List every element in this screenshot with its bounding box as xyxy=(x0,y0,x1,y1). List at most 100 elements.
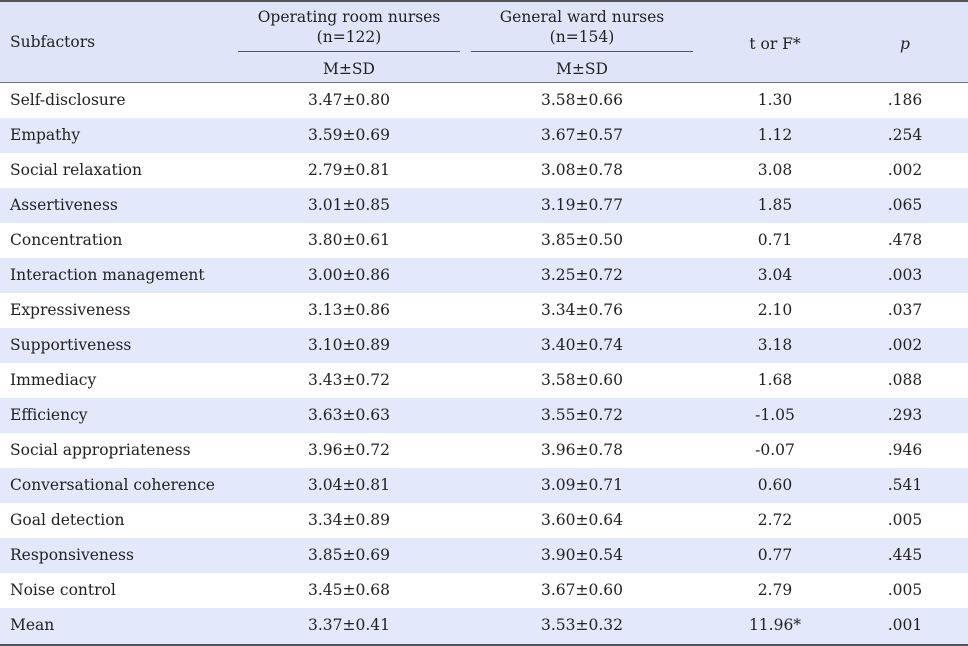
t-cell: 1.85 xyxy=(757,196,793,214)
t-cell: 1.68 xyxy=(757,371,793,389)
header-group1-stat: M±SD xyxy=(323,60,375,78)
subfactor-cell: Empathy xyxy=(10,126,81,144)
gw-msd-cell: 3.58±0.60 xyxy=(540,371,623,389)
or-msd-cell: 3.01±0.85 xyxy=(307,196,390,214)
or-msd-cell: 3.10±0.89 xyxy=(307,336,390,354)
or-msd-cell: 3.85±0.69 xyxy=(307,546,390,564)
gw-msd-cell: 3.09±0.71 xyxy=(540,476,623,494)
subfactor-cell: Interaction management xyxy=(10,266,205,284)
table-row: Social relaxation 2.79±0.81 3.08±0.78 3.… xyxy=(0,153,968,188)
header-group1-name: Operating room nurses xyxy=(257,8,441,26)
header-subfactors: Subfactors xyxy=(10,33,96,51)
p-cell: .065 xyxy=(887,196,923,214)
table-row: Social appropriateness 3.96±0.72 3.96±0.… xyxy=(0,433,968,468)
p-cell: .003 xyxy=(887,266,923,284)
group1-underline xyxy=(238,51,460,52)
table-row: Concentration 3.80±0.61 3.85±0.50 0.71 .… xyxy=(0,223,968,258)
or-msd-cell: 3.13±0.86 xyxy=(307,301,390,319)
gw-msd-cell: 3.19±0.77 xyxy=(540,196,623,214)
or-msd-cell: 3.47±0.80 xyxy=(307,91,390,109)
subfactor-cell: Efficiency xyxy=(10,406,88,424)
header-group2-stat: M±SD xyxy=(556,60,608,78)
gw-msd-cell: 3.90±0.54 xyxy=(540,546,623,564)
gw-msd-cell: 3.58±0.66 xyxy=(540,91,623,109)
p-cell: .946 xyxy=(887,441,923,459)
table-row: Noise control 3.45±0.68 3.67±0.60 2.79 .… xyxy=(0,573,968,608)
p-cell: .037 xyxy=(887,301,923,319)
t-cell: -1.05 xyxy=(755,406,795,424)
gw-msd-cell: 3.25±0.72 xyxy=(540,266,623,284)
p-cell: .293 xyxy=(887,406,923,424)
p-cell: .001 xyxy=(887,616,923,634)
table-row: Supportiveness 3.10±0.89 3.40±0.74 3.18 … xyxy=(0,328,968,363)
table-top-rule xyxy=(0,0,968,2)
p-cell: .088 xyxy=(887,371,923,389)
p-cell: .541 xyxy=(887,476,923,494)
p-cell: .002 xyxy=(887,161,923,179)
header-group2-n: (n=154) xyxy=(549,28,615,46)
gw-msd-cell: 3.96±0.78 xyxy=(540,441,623,459)
table-row-mean: Mean 3.37±0.41 3.53±0.32 11.96* .001 xyxy=(0,608,968,644)
or-msd-cell: 3.00±0.86 xyxy=(307,266,390,284)
header-bottom-rule xyxy=(0,82,968,83)
p-cell: .186 xyxy=(887,91,923,109)
table-row: Interaction management 3.00±0.86 3.25±0.… xyxy=(0,258,968,293)
subfactor-cell: Responsiveness xyxy=(10,546,134,564)
subfactor-cell: Concentration xyxy=(10,231,123,249)
header-group2-name: General ward nurses xyxy=(499,8,665,26)
gw-msd-cell: 3.40±0.74 xyxy=(540,336,623,354)
t-cell: 2.10 xyxy=(757,301,793,319)
p-cell: .002 xyxy=(887,336,923,354)
or-msd-cell: 3.04±0.81 xyxy=(307,476,390,494)
t-cell: -0.07 xyxy=(755,441,795,459)
t-cell: 3.04 xyxy=(757,266,793,284)
subfactor-cell: Mean xyxy=(10,616,55,634)
gw-msd-cell: 3.34±0.76 xyxy=(540,301,623,319)
subfactor-cell: Social appropriateness xyxy=(10,441,191,459)
t-cell: 2.79 xyxy=(757,581,793,599)
p-cell: .005 xyxy=(887,581,923,599)
t-cell: 1.12 xyxy=(757,126,793,144)
or-msd-cell: 3.43±0.72 xyxy=(307,371,390,389)
subfactor-cell: Noise control xyxy=(10,581,116,599)
subfactor-cell: Expressiveness xyxy=(10,301,131,319)
table-row: Self-disclosure 3.47±0.80 3.58±0.66 1.30… xyxy=(0,83,968,118)
subfactor-cell: Immediacy xyxy=(10,371,97,389)
header-group1-n: (n=122) xyxy=(316,28,382,46)
subfactor-cell: Assertiveness xyxy=(10,196,118,214)
t-cell: 0.77 xyxy=(757,546,793,564)
or-msd-cell: 3.34±0.89 xyxy=(307,511,390,529)
gw-msd-cell: 3.60±0.64 xyxy=(540,511,623,529)
subfactor-cell: Self-disclosure xyxy=(10,91,126,109)
table-row: Immediacy 3.43±0.72 3.58±0.60 1.68 .088 xyxy=(0,363,968,398)
subfactor-cell: Social relaxation xyxy=(10,161,142,179)
t-cell: 11.96* xyxy=(748,616,802,634)
subfactor-cell: Supportiveness xyxy=(10,336,132,354)
p-cell: .478 xyxy=(887,231,923,249)
t-cell: 1.30 xyxy=(757,91,793,109)
table-row: Conversational coherence 3.04±0.81 3.09±… xyxy=(0,468,968,503)
p-cell: .445 xyxy=(887,546,923,564)
subfactor-cell: Conversational coherence xyxy=(10,476,215,494)
table-row: Responsiveness 3.85±0.69 3.90±0.54 0.77 … xyxy=(0,538,968,573)
or-msd-cell: 3.59±0.69 xyxy=(307,126,390,144)
t-cell: 3.08 xyxy=(757,161,793,179)
header-test: t or F* xyxy=(749,35,801,53)
t-cell: 0.71 xyxy=(757,231,793,249)
p-cell: .254 xyxy=(887,126,923,144)
table-row: Assertiveness 3.01±0.85 3.19±0.77 1.85 .… xyxy=(0,188,968,223)
table-bottom-rule xyxy=(0,644,968,646)
or-msd-cell: 3.63±0.63 xyxy=(307,406,390,424)
table-header: Subfactors Operating room nurses (n=122)… xyxy=(0,2,968,82)
subfactor-cell: Goal detection xyxy=(10,511,125,529)
group2-underline xyxy=(471,51,693,52)
gw-msd-cell: 3.08±0.78 xyxy=(540,161,623,179)
gw-msd-cell: 3.85±0.50 xyxy=(540,231,623,249)
table-row: Expressiveness 3.13±0.86 3.34±0.76 2.10 … xyxy=(0,293,968,328)
table-row: Efficiency 3.63±0.63 3.55±0.72 -1.05 .29… xyxy=(0,398,968,433)
gw-msd-cell: 3.53±0.32 xyxy=(540,616,623,634)
t-cell: 3.18 xyxy=(757,336,793,354)
t-cell: 0.60 xyxy=(757,476,793,494)
or-msd-cell: 3.37±0.41 xyxy=(307,616,390,634)
